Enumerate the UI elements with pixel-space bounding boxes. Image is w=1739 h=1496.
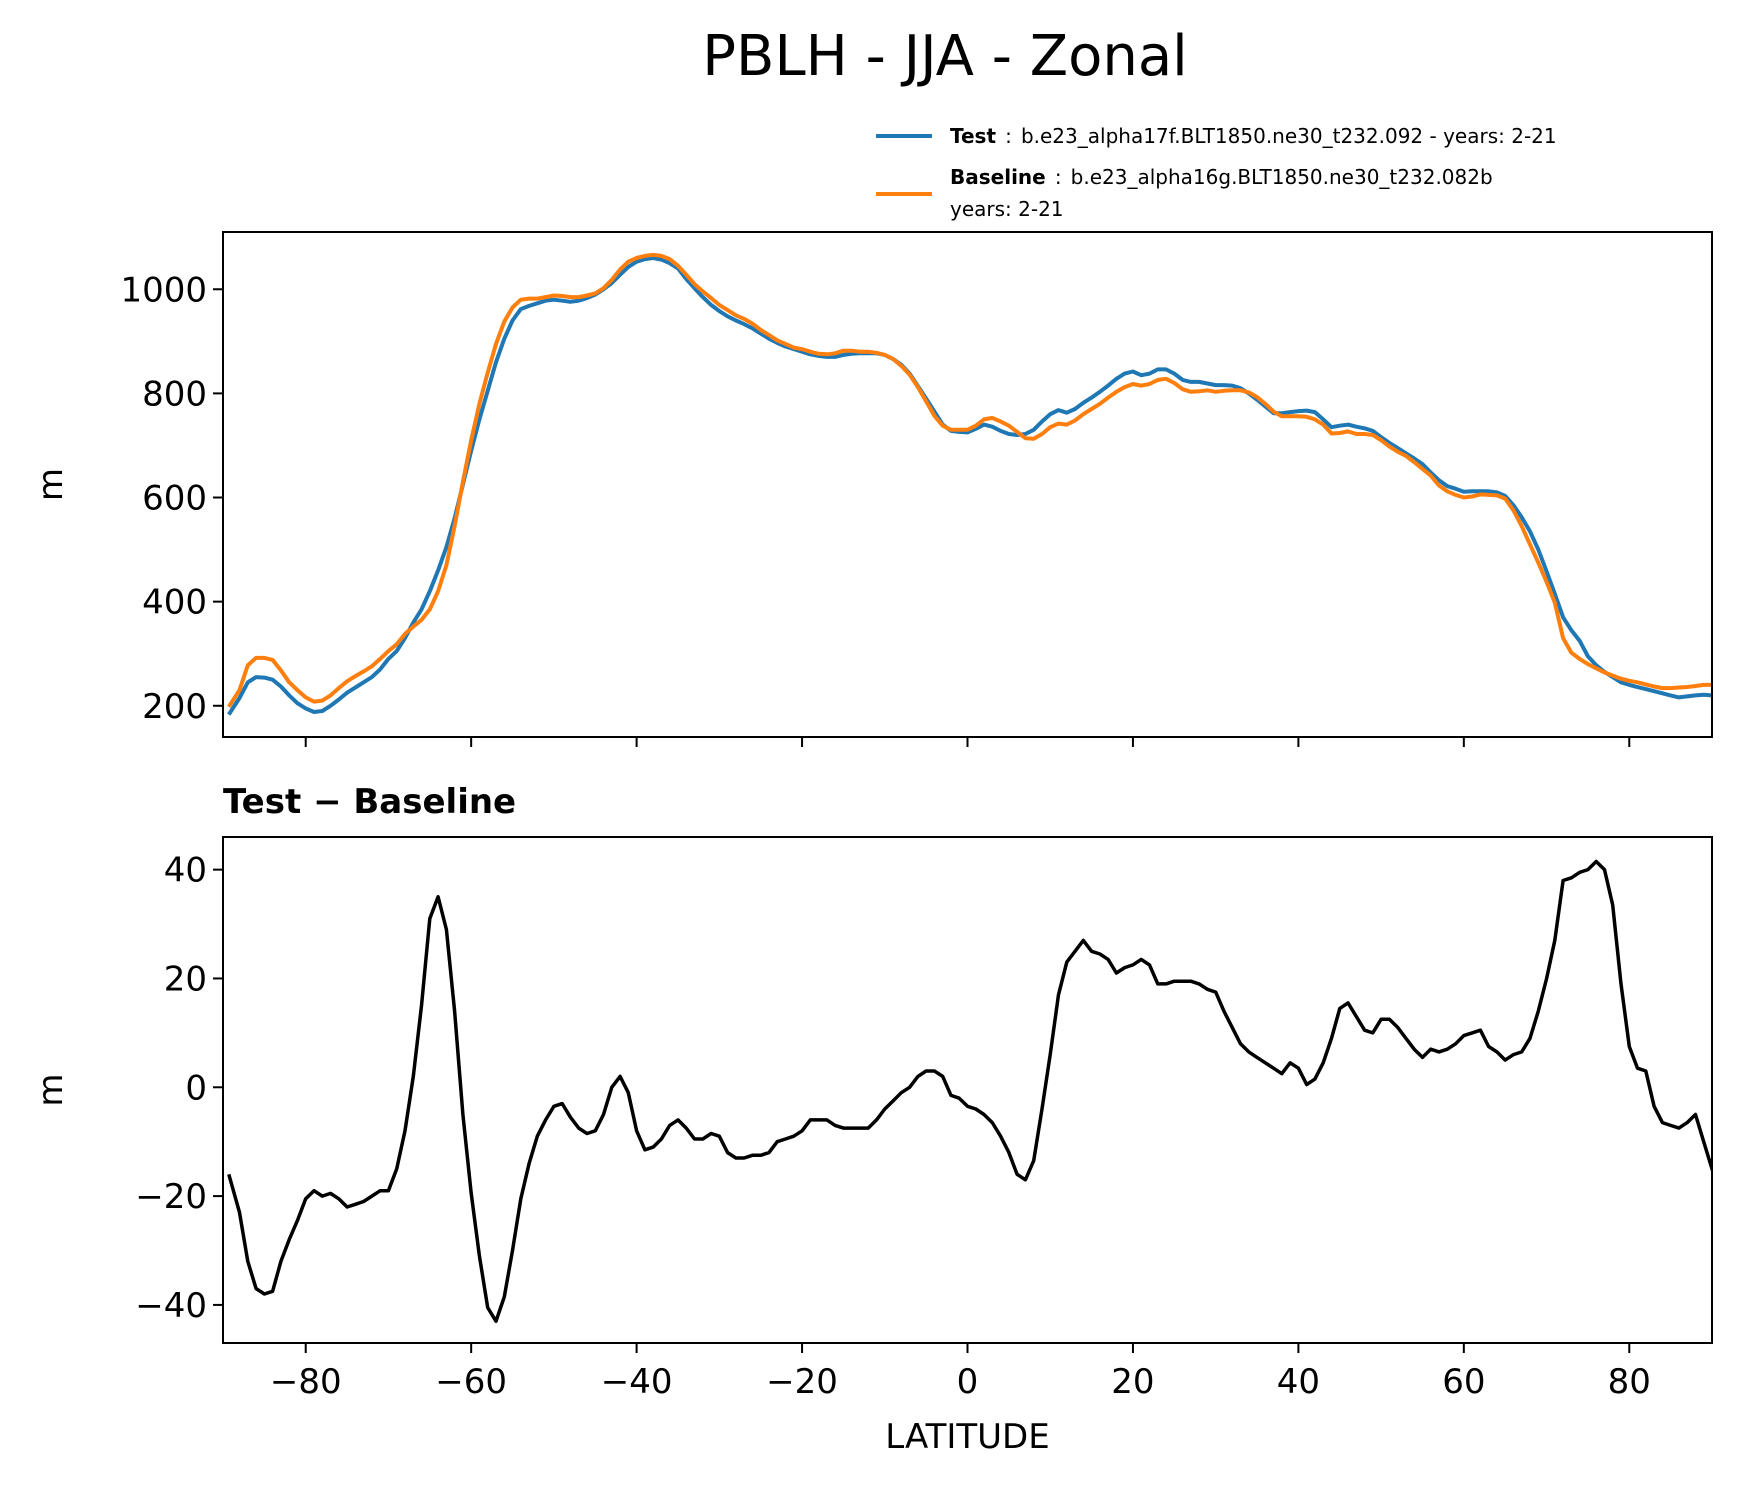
- bottom-ytick-label: 20: [164, 959, 207, 999]
- legend-baseline-name: Baseline: [950, 165, 1046, 189]
- bottom-ylabel: m: [31, 1073, 71, 1106]
- legend: Test : b.e23_alpha17f.BLT1850.ne30_t232.…: [876, 124, 1557, 221]
- top-series-baseline-line: [227, 252, 1712, 708]
- top-series-test-line: [227, 256, 1712, 716]
- bottom-axes-frame: [222, 836, 1713, 1344]
- legend-test-sep: :: [1005, 124, 1012, 148]
- bottom-xtick-label: −40: [601, 1362, 673, 1402]
- top-ytick-label: 400: [142, 583, 207, 623]
- top-axes-frame: [222, 231, 1713, 738]
- bottom-ytick-label: 0: [185, 1068, 207, 1108]
- legend-baseline-years: years: 2-21: [950, 197, 1064, 221]
- bottom-ytick-label: −40: [135, 1286, 207, 1326]
- bottom-xtick-label: 80: [1608, 1362, 1651, 1402]
- legend-entry-test: Test : b.e23_alpha17f.BLT1850.ne30_t232.…: [950, 124, 1557, 148]
- legend-baseline-sep: :: [1055, 165, 1062, 189]
- legend-test-name: Test: [950, 124, 996, 148]
- legend-entry-baseline: Baseline : b.e23_alpha16g.BLT1850.ne30_t…: [950, 165, 1493, 189]
- bottom-xtick-label: −20: [766, 1362, 838, 1402]
- legend-test-desc: b.e23_alpha17f.BLT1850.ne30_t232.092 - y…: [1021, 124, 1557, 148]
- top-ytick-label: 1000: [120, 270, 207, 310]
- top-ytick-label: 600: [142, 479, 207, 519]
- bottom-ytick-label: −20: [135, 1177, 207, 1217]
- legend-baseline-desc: b.e23_alpha16g.BLT1850.ne30_t232.082b: [1071, 165, 1493, 189]
- bottom-series-difference-line: [227, 859, 1712, 1323]
- bottom-xtick-label: 20: [1111, 1362, 1154, 1402]
- bottom-ytick-label: 40: [164, 851, 207, 891]
- bottom-xtick-label: −80: [270, 1362, 342, 1402]
- bottom-xlabel: LATITUDE: [885, 1417, 1049, 1457]
- bottom-xtick-label: 40: [1277, 1362, 1320, 1402]
- top-ylabel: m: [31, 468, 71, 501]
- bottom-panel-title: Test − Baseline: [223, 782, 516, 822]
- top-ytick-label: 800: [142, 374, 207, 414]
- upper-panel: 200 400 600 800 1000 m: [31, 231, 1713, 747]
- figure-title: PBLH - JJA - Zonal: [702, 24, 1187, 89]
- top-ytick-label: 200: [142, 687, 207, 727]
- bottom-xtick-label: −60: [435, 1362, 507, 1402]
- bottom-xtick-label: 60: [1442, 1362, 1485, 1402]
- bottom-xtick-label: 0: [957, 1362, 979, 1402]
- lower-panel: −40 −20 0 20 40 −80 −60 −40 −20 0 20 40 60 80 m LATITUD…: [31, 782, 1713, 1457]
